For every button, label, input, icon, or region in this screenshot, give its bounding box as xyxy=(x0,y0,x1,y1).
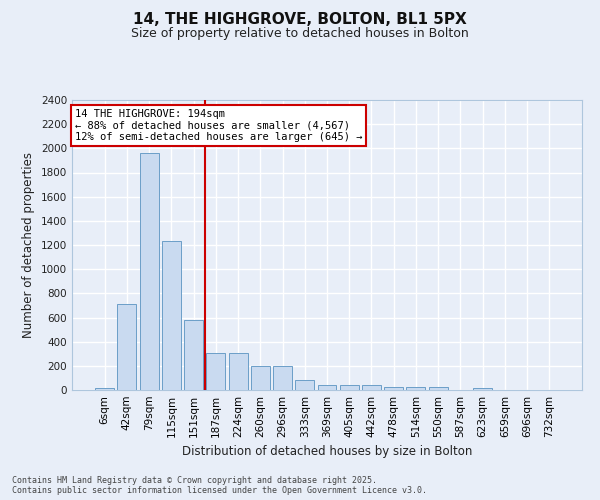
Bar xyxy=(229,353,248,390)
Bar xyxy=(317,384,337,390)
Text: Contains HM Land Registry data © Crown copyright and database right 2025.
Contai: Contains HM Land Registry data © Crown c… xyxy=(12,476,427,495)
Bar xyxy=(118,304,136,390)
Bar xyxy=(340,386,359,390)
Bar xyxy=(140,153,158,390)
Bar xyxy=(251,366,270,390)
Y-axis label: Number of detached properties: Number of detached properties xyxy=(22,152,35,338)
Bar xyxy=(429,386,448,390)
Bar xyxy=(295,380,314,390)
Text: 14, THE HIGHGROVE, BOLTON, BL1 5PX: 14, THE HIGHGROVE, BOLTON, BL1 5PX xyxy=(133,12,467,28)
Bar xyxy=(206,352,225,390)
Bar xyxy=(406,386,425,390)
Bar xyxy=(273,366,292,390)
Text: Size of property relative to detached houses in Bolton: Size of property relative to detached ho… xyxy=(131,28,469,40)
Bar xyxy=(162,241,181,390)
Bar xyxy=(473,388,492,390)
Bar xyxy=(184,320,203,390)
Bar xyxy=(384,386,403,390)
Bar xyxy=(95,388,114,390)
Text: 14 THE HIGHGROVE: 194sqm
← 88% of detached houses are smaller (4,567)
12% of sem: 14 THE HIGHGROVE: 194sqm ← 88% of detach… xyxy=(74,108,362,142)
Bar xyxy=(362,386,381,390)
X-axis label: Distribution of detached houses by size in Bolton: Distribution of detached houses by size … xyxy=(182,446,472,458)
